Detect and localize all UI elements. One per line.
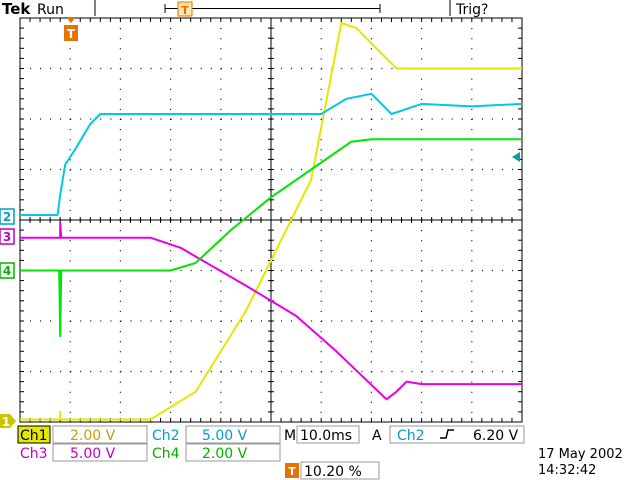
svg-text:1: 1 xyxy=(2,415,10,429)
ch1-marker: 1 xyxy=(0,414,16,429)
svg-text:3: 3 xyxy=(3,230,11,244)
svg-text:10.20 %: 10.20 % xyxy=(304,464,362,480)
record-position-bar: T xyxy=(164,1,381,17)
capture-date: 17 May 2002 xyxy=(538,447,623,462)
svg-text:T: T xyxy=(67,27,76,41)
svg-text:Ch3: Ch3 xyxy=(20,446,48,462)
traces xyxy=(20,22,523,421)
svg-text:6.20 V: 6.20 V xyxy=(473,428,519,444)
svg-text:M: M xyxy=(284,428,296,444)
trace-ch2 xyxy=(20,92,523,216)
svg-text:A: A xyxy=(372,428,382,444)
trigger-level-arrow xyxy=(512,152,520,162)
svg-text:4: 4 xyxy=(3,264,11,278)
svg-text:Ch4: Ch4 xyxy=(152,446,180,462)
svg-text:T: T xyxy=(181,4,189,17)
svg-text:2.00 V: 2.00 V xyxy=(202,446,248,462)
svg-text:2.00 V: 2.00 V xyxy=(70,428,116,444)
svg-text:Ch2: Ch2 xyxy=(397,428,425,444)
trigger-readout: A Ch2 6.20 V xyxy=(372,425,525,444)
rising-edge-icon xyxy=(440,429,454,439)
timebase-readout: M 10.0ms xyxy=(284,425,360,444)
svg-text:T: T xyxy=(288,465,296,478)
trace-ch3 xyxy=(20,221,522,401)
svg-text:2: 2 xyxy=(3,210,11,224)
record-trigger-marker: T xyxy=(177,1,193,17)
trigger-position-marker: T xyxy=(64,17,78,41)
svg-text:5.00 V: 5.00 V xyxy=(70,446,116,462)
trigger-state: Trig? xyxy=(455,2,488,18)
trigger-position-readout: T 10.20 % xyxy=(285,461,380,480)
brand-label: Tek xyxy=(2,0,31,18)
svg-text:5.00 V: 5.00 V xyxy=(202,428,248,444)
ch2-marker: 2 xyxy=(0,208,15,225)
ch4-readout: Ch4 2.00 V xyxy=(152,443,281,462)
ch2-readout: Ch2 5.00 V xyxy=(152,425,281,444)
svg-text:10.0ms: 10.0ms xyxy=(300,428,352,444)
acquisition-status: Run xyxy=(37,2,64,18)
trace-ch1 xyxy=(20,22,522,421)
svg-text:Ch2: Ch2 xyxy=(152,428,180,444)
ch3-marker: 3 xyxy=(0,228,15,245)
capture-time: 14:32:42 xyxy=(538,463,596,478)
svg-text:Ch1: Ch1 xyxy=(20,428,48,444)
graticule xyxy=(19,17,523,423)
ch1-readout: Ch1 2.00 V xyxy=(17,425,148,444)
ch3-readout: Ch3 5.00 V xyxy=(20,443,148,462)
trace-ch4 xyxy=(20,138,522,338)
ch4-marker: 4 xyxy=(0,262,15,279)
